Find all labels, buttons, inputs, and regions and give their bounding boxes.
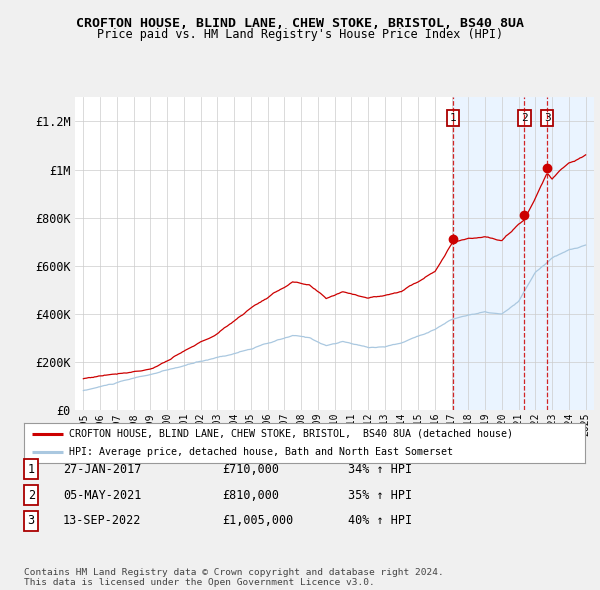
Text: 1: 1 [28,463,35,476]
Text: CROFTON HOUSE, BLIND LANE, CHEW STOKE, BRISTOL, BS40 8UA: CROFTON HOUSE, BLIND LANE, CHEW STOKE, B… [76,17,524,30]
Text: 13-SEP-2022: 13-SEP-2022 [63,514,142,527]
Text: 2: 2 [28,489,35,502]
Text: 3: 3 [28,514,35,527]
Text: 1: 1 [449,113,456,123]
Text: Price paid vs. HM Land Registry's House Price Index (HPI): Price paid vs. HM Land Registry's House … [97,28,503,41]
Text: HPI: Average price, detached house, Bath and North East Somerset: HPI: Average price, detached house, Bath… [69,447,453,457]
Text: £810,000: £810,000 [222,489,279,502]
Text: 34% ↑ HPI: 34% ↑ HPI [348,463,412,476]
Text: 2: 2 [521,113,528,123]
Text: 40% ↑ HPI: 40% ↑ HPI [348,514,412,527]
Bar [453,97,594,410]
Text: 35% ↑ HPI: 35% ↑ HPI [348,489,412,502]
Text: Contains HM Land Registry data © Crown copyright and database right 2024.
This d: Contains HM Land Registry data © Crown c… [24,568,444,587]
Text: £1,005,000: £1,005,000 [222,514,293,527]
Text: 27-JAN-2017: 27-JAN-2017 [63,463,142,476]
Text: 05-MAY-2021: 05-MAY-2021 [63,489,142,502]
Text: 3: 3 [544,113,550,123]
Text: £710,000: £710,000 [222,463,279,476]
Text: CROFTON HOUSE, BLIND LANE, CHEW STOKE, BRISTOL,  BS40 8UA (detached house): CROFTON HOUSE, BLIND LANE, CHEW STOKE, B… [69,429,513,439]
